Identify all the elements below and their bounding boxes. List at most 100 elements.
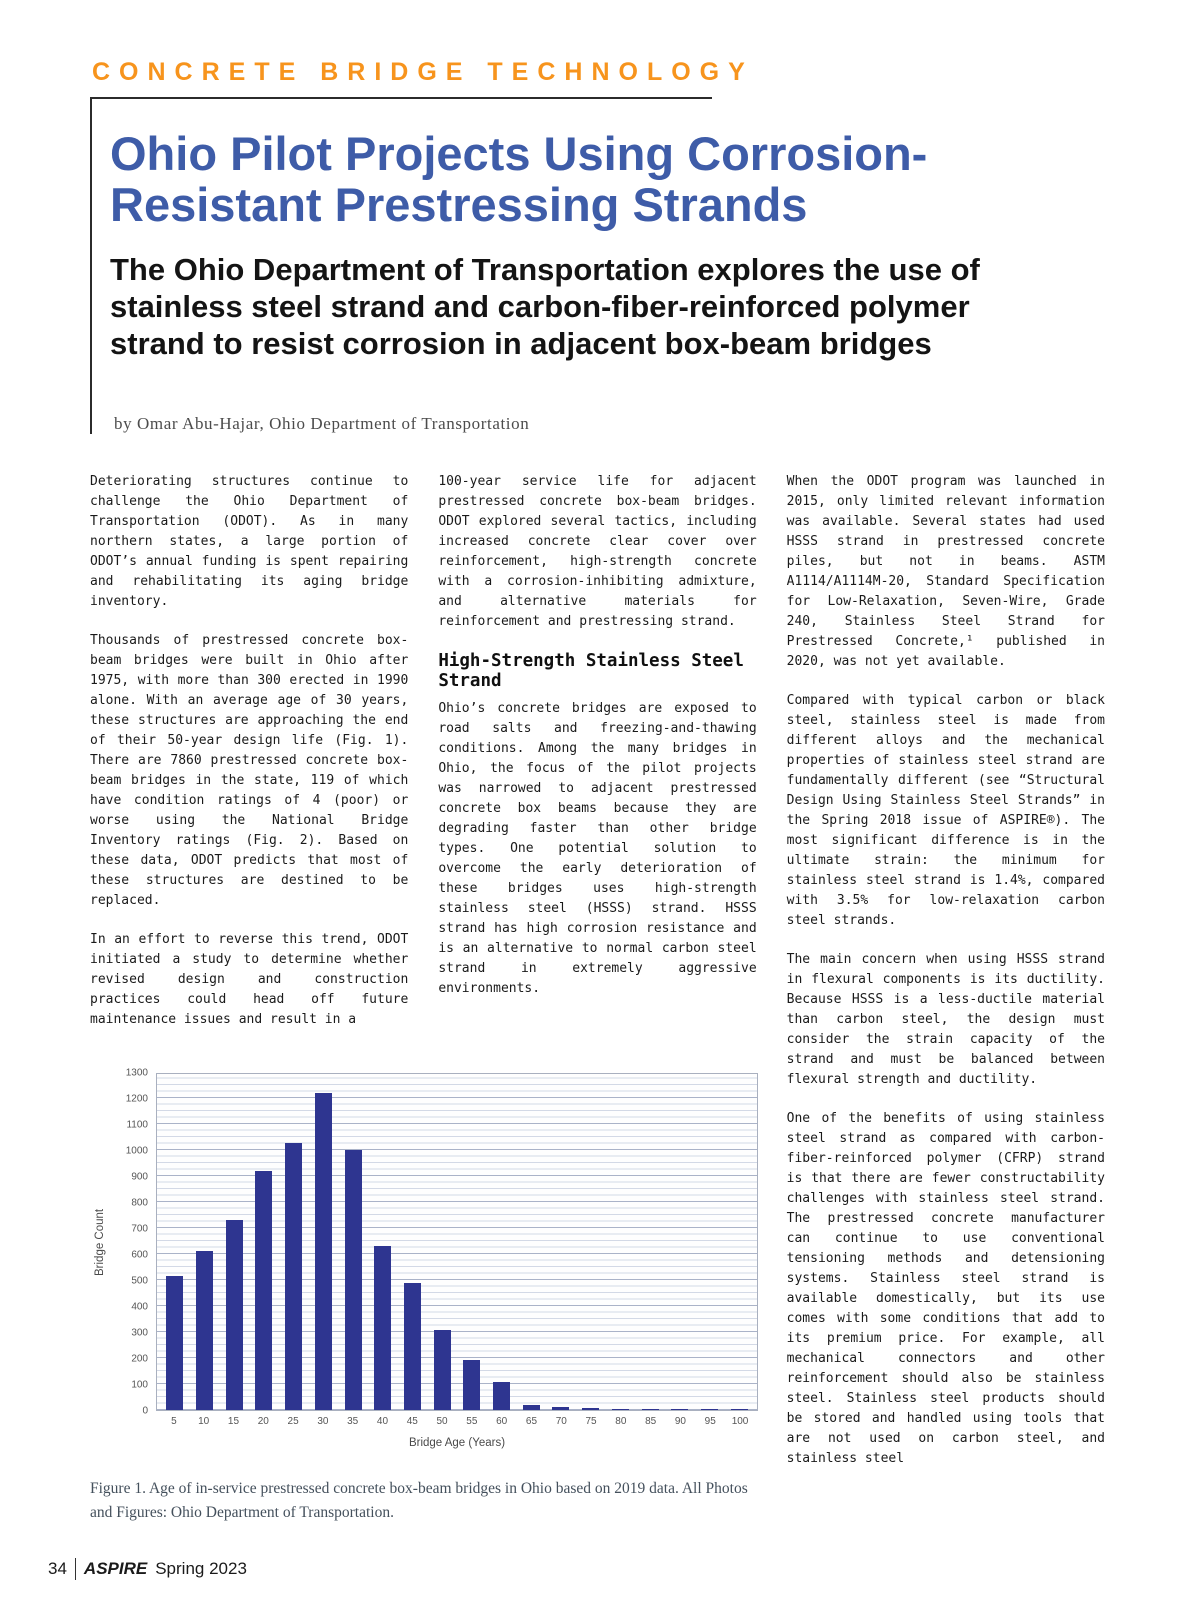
bar-age-5 [166,1275,184,1411]
x-tick-35: 35 [347,1416,359,1428]
figure1-caption: Figure 1. Age of in-service prestressed … [90,1480,748,1522]
figure1-chart: Bridge Count 0 100 200 300 400 500 600 700 800 90… [94,1068,758,1450]
page-number: 34 [48,1559,67,1578]
bar-age-95 [701,1409,718,1411]
body-paragraph: Compared with typical carbon or black st… [786,693,1105,929]
bar-age-60 [493,1381,511,1411]
article-title: Ohio Pilot Projects Using Corrosion- Res… [110,127,1105,231]
body-paragraph: 100-year service life for adjacent prest… [438,474,757,630]
y-tick-300: 300 [131,1327,148,1339]
chart-plot [156,1073,758,1412]
bar-age-75 [582,1408,600,1411]
x-tick-65: 65 [525,1416,538,1428]
y-tick-1000: 1000 [125,1145,148,1157]
body-paragraph: Thousands of prestressed concrete box-be… [90,633,409,909]
column-1: Deteriorating structures continue to cha… [90,472,408,1049]
bar-slot [724,1074,754,1411]
x-tick-55: 55 [466,1416,478,1428]
bar-slot [546,1074,576,1411]
page-footer: 34 ASPIRE Spring 2023 [48,1558,247,1580]
bar-age-40 [374,1245,392,1411]
bar-slot [368,1074,398,1411]
bar-age-90 [671,1409,689,1411]
x-tick-25: 25 [287,1416,299,1428]
body-paragraph: Deteriorating structures continue to cha… [90,474,409,610]
y-tick-1200: 1200 [125,1093,148,1105]
body-paragraph: Ohio’s concrete bridges are exposed to r… [438,701,757,997]
x-tick-20: 20 [257,1416,269,1428]
bar-slot [338,1074,368,1411]
section-kicker: CONCRETE BRIDGE TECHNOLOGY [92,58,754,86]
bar-slot [279,1074,309,1411]
y-tick-400: 400 [131,1301,148,1313]
chart-yticks: 0 100 200 300 400 500 600 700 800 900 1000 1100 1200… [114,1068,156,1417]
y-tick-500: 500 [131,1275,148,1287]
bar-age-30 [314,1093,332,1411]
footer-divider [74,1558,76,1580]
x-tick-15: 15 [227,1416,240,1428]
bar-age-70 [552,1407,570,1411]
bar-age-35 [344,1150,362,1411]
magazine-name: ASPIRE [83,1559,148,1578]
bar-slot [457,1074,487,1411]
y-tick-1300: 1300 [125,1067,148,1079]
x-tick-45: 45 [406,1416,418,1428]
chart-xticks: 5 10 15 20 25 30 35 40 45 50 55 60 65 70 75 80 85 90 95 100 [156,1411,758,1427]
x-tick-10: 10 [198,1416,210,1428]
bar-slot [219,1074,249,1411]
x-tick-30: 30 [317,1416,329,1428]
x-tick-75: 75 [585,1416,597,1428]
body-paragraph: In an effort to reverse this trend, ODOT… [90,932,409,1028]
y-tick-0: 0 [142,1405,148,1417]
bar-age-50 [433,1329,451,1411]
x-axis-title: Bridge Age (Years) [408,1437,506,1450]
bar-slot [576,1074,606,1411]
article-subtitle: The Ohio Department of Transportation ex… [110,251,980,361]
bar-age-85 [641,1408,659,1411]
x-tick-40: 40 [376,1416,389,1428]
x-tick-5: 5 [171,1416,177,1428]
bar-slot [487,1074,517,1411]
bar-age-15 [225,1220,243,1411]
title-line-2: Resistant Prestressing Strands [110,177,808,231]
x-tick-80: 80 [615,1416,627,1428]
bar-slot [309,1074,339,1411]
x-tick-85: 85 [645,1416,657,1428]
y-tick-800: 800 [131,1197,148,1209]
bar-age-25 [285,1142,303,1411]
title-block: Ohio Pilot Projects Using Corrosion- Res… [90,97,1105,435]
y-tick-900: 900 [131,1171,148,1183]
bar-age-20 [255,1171,273,1411]
y-tick-100: 100 [131,1379,148,1391]
chart-bars [157,1074,757,1411]
bar-age-10 [196,1251,214,1411]
bar-age-80 [611,1408,629,1411]
bar-age-45 [403,1283,421,1411]
section-heading: High-Strength Stainless Steel Strand [438,651,744,692]
bar-slot [635,1074,665,1411]
bar-slot [516,1074,546,1411]
x-tick-90: 90 [674,1416,686,1428]
body-paragraph: When the ODOT program was launched in 20… [786,474,1105,670]
issue-label: Spring 2023 [155,1559,247,1578]
corner-rule [92,97,712,99]
article-body: Deteriorating structures continue to cha… [90,472,1105,1525]
bar-slot [427,1074,457,1411]
x-tick-60: 60 [496,1416,508,1428]
bar-slot [249,1074,279,1411]
bar-age-65 [522,1404,540,1411]
bar-age-55 [463,1359,481,1411]
body-paragraph: One of the benefits of using stainless s… [786,1111,1105,1467]
y-tick-600: 600 [131,1249,148,1261]
byline: by Omar Abu-Hajar, Ohio Department of Tr… [114,414,530,434]
body-paragraph: The main concern when using HSSS strand … [786,952,1105,1088]
bar-age-100 [730,1409,748,1411]
title-line-1: Ohio Pilot Projects Using Corrosion- [110,127,928,180]
y-tick-700: 700 [131,1223,148,1235]
bar-slot [606,1074,636,1411]
column-3: When the ODOT program was launched in 20… [787,472,1105,1525]
y-axis-title: Bridge Count [94,1208,106,1276]
bar-slot [665,1074,695,1411]
x-tick-100: 100 [731,1416,749,1428]
